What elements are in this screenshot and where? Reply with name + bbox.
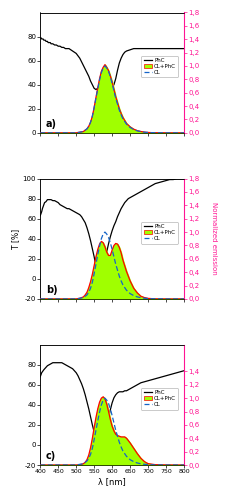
Text: b): b) <box>46 285 57 295</box>
Text: c): c) <box>46 451 56 461</box>
Legend: PhC, CL+PhC, CL: PhC, CL+PhC, CL <box>141 388 177 409</box>
Text: a): a) <box>46 119 57 129</box>
Legend: PhC, CL+PhC, CL: PhC, CL+PhC, CL <box>141 56 177 78</box>
Legend: PhC, CL+PhC, CL: PhC, CL+PhC, CL <box>141 222 177 244</box>
X-axis label: λ [nm]: λ [nm] <box>98 477 125 486</box>
Y-axis label: T [%]: T [%] <box>11 228 20 249</box>
Y-axis label: Normalized emission: Normalized emission <box>210 202 215 275</box>
